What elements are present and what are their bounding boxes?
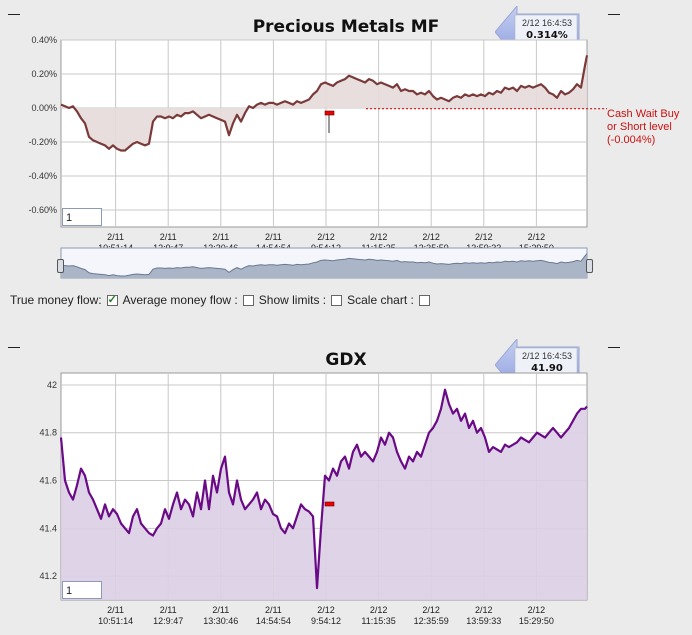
badge-value: 0.314% [526,30,568,41]
y-tick-label: 0.40% [31,35,57,45]
x-tick-label-date: 2/11 [107,605,124,615]
show-limits-label: Show limits : [258,293,327,307]
badge-value: 41.90 [531,363,563,374]
x-tick-label-date: 2/12 [528,605,546,615]
navigator-area [61,253,587,278]
x-tick-label-time: 9:54:12 [311,616,341,626]
chart2-zoom-input[interactable]: 1 [62,581,102,599]
x-tick-label-date: 2/11 [212,605,229,615]
navigator-right-handle[interactable] [586,259,593,273]
show-limits-checkbox[interactable] [331,294,343,306]
x-tick-label-date: 2/11 [160,605,177,615]
marker-flag [324,501,335,507]
x-tick-label-date: 2/11 [107,232,124,242]
panel-collapse-mark[interactable] [8,14,20,15]
y-tick-label: 0.00% [31,103,57,113]
x-tick-label-date: 2/12 [422,605,440,615]
y-tick-label: 42 [47,380,57,390]
reference-level-annotation: Cash Wait Buy or Short level (-0.004%) [607,108,679,147]
annotation-line-3: (-0.004%) [607,134,656,146]
x-tick-label-time: 12:35:59 [414,616,449,626]
y-tick-label: 0.20% [31,69,57,79]
x-tick-label-date: 2/11 [265,232,282,242]
range-navigator[interactable] [0,0,692,290]
average-money-flow-label: Average money flow : [122,293,238,307]
x-tick-label-date: 2/12 [370,605,388,615]
series-line [59,388,588,590]
y-tick-label: -0.40% [28,171,57,181]
panel-collapse-mark[interactable] [608,347,620,348]
x-tick-label-date: 2/12 [528,232,546,242]
x-tick-label-date: 2/11 [160,232,177,242]
x-tick-label-date: 2/12 [317,605,335,615]
chart2-title: GDX [325,350,367,370]
x-tick-label-time: 12:9:47 [153,616,183,626]
chart1-title: Precious Metals MF [252,17,440,37]
x-tick-label-date: 2/12 [475,232,493,242]
badge-time: 2/12 16:4:53 [521,351,573,361]
badge-time: 2/12 16:4:53 [521,18,573,28]
x-tick-label-time: 11:15:35 [361,616,395,626]
x-tick-label-time: 14:54:54 [256,616,291,626]
x-tick-label-date: 2/12 [475,605,493,615]
y-tick-label: 41.4 [39,523,57,533]
x-tick-label-date: 2/11 [212,232,229,242]
x-tick-label-time: 13:30:46 [203,616,238,626]
scale-chart-checkbox[interactable] [418,294,430,306]
annotation-line-2: or Short level [607,121,672,133]
navigator-line [60,253,588,277]
x-tick-label-date: 2/12 [422,232,440,242]
options-row: True money flow: Average money flow : Sh… [10,293,435,307]
panel-collapse-mark[interactable] [8,347,20,348]
true-money-flow-label: True money flow: [10,293,102,307]
y-tick-label: 41.8 [39,428,57,438]
true-money-flow-checkbox[interactable] [106,293,118,306]
navigator-left-handle[interactable] [57,259,64,273]
x-tick-label-time: 13:59:33 [466,616,501,626]
annotation-line-1: Cash Wait Buy [607,108,680,120]
scale-chart-label: Scale chart : [347,293,414,307]
chart1-zoom-input[interactable]: 1 [62,208,102,226]
chart1-plot[interactable]: 2/1110:51:142/1112:9:472/1113:30:462/111… [0,0,692,290]
series-line [60,55,589,152]
x-tick-label-date: 2/11 [265,605,282,615]
panel-collapse-mark[interactable] [608,14,620,15]
average-money-flow-checkbox[interactable] [242,294,254,306]
x-tick-label-date: 2/12 [317,232,335,242]
x-tick-label-time: 10:51:14 [98,616,133,626]
y-tick-label: -0.60% [28,205,57,215]
x-tick-label-date: 2/12 [370,232,388,242]
x-tick-label-time: 15:29:50 [519,616,554,626]
y-tick-label: -0.20% [28,137,57,147]
y-tick-label: 41.6 [39,476,57,486]
y-tick-label: 41.2 [39,571,57,581]
series-area [61,55,587,151]
